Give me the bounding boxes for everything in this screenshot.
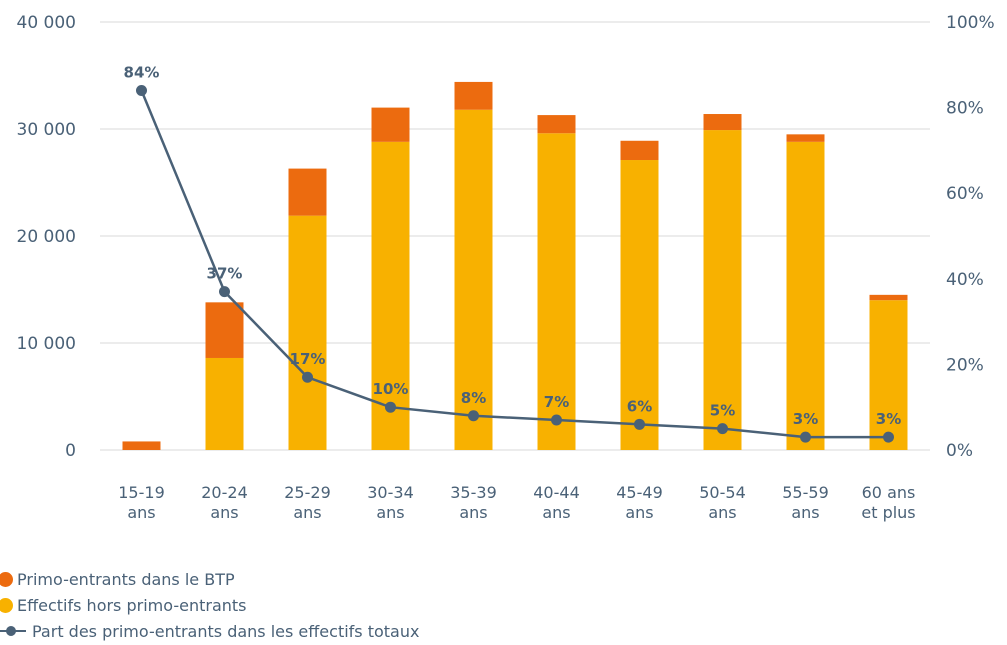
bar-segment [205,357,244,450]
legend-label: Part des primo-entrants dans les effecti… [32,621,420,641]
bar-segment [371,141,410,450]
legend-item-part: Part des primo-entrants dans les effecti… [0,618,419,644]
bar-segment [454,109,493,451]
bar-segment [703,114,742,131]
x-axis: 15-19 ans 20-24 ans 25-29 ans 30-34 ans 35-39 ans… [118,483,915,522]
legend-label: Effectifs hors primo-entrants [17,595,247,615]
x-tick-label: 55-59 ans [782,483,829,522]
bar-segment [869,294,908,301]
y-tick-right: 100% [946,13,995,33]
y-axis-right: 0% 20% 40% 60% 80% 100% [946,13,995,461]
y-tick-right: 0% [946,441,973,461]
line-point [468,410,479,422]
data-label: 10% [373,380,409,398]
bar-segment [288,215,327,450]
x-tick-label: 30-34 ans [367,483,414,522]
data-label: 8% [461,389,486,407]
bar-segment [620,160,659,450]
legend-item-effectifs: Effectifs hors primo-entrants [0,592,419,618]
legend-label: Primo-entrants dans le BTP [17,569,235,589]
x-tick-label: 40-44 ans [533,483,580,522]
x-tick-label: 60 ans et plus [861,483,915,522]
y-tick-left: 10 000 [17,334,76,354]
x-tick-label: 15-19 ans [118,483,165,522]
data-label: 7% [544,393,569,411]
legend-swatch-primo-entrants [0,571,13,587]
bars [122,81,908,451]
line-point [551,414,562,426]
x-tick-label: 20-24 ans [201,483,248,522]
data-label: 17% [290,350,326,368]
line-point [634,418,645,430]
legend-swatch-part [0,623,26,639]
bar-segment [786,134,825,142]
legend-swatch-effectifs [0,597,13,613]
data-label: 6% [627,397,652,415]
bar-segment [537,115,576,134]
legend-item-primo-entrants: Primo-entrants dans le BTP [0,566,419,592]
line-point [800,431,811,443]
bar-segment [537,133,576,450]
y-tick-right: 20% [946,355,984,375]
data-label: 37% [207,265,243,283]
data-label: 84% [124,63,160,81]
y-tick-left: 0 [65,441,76,461]
x-tick-label: 25-29 ans [284,483,331,522]
y-tick-right: 40% [946,270,984,290]
bar-segment [288,168,327,216]
line-point [136,84,147,96]
y-tick-left: 30 000 [17,120,76,140]
bar-segment [371,107,410,142]
y-tick-left: 20 000 [17,227,76,247]
share-line: 84% 37% 17% 10% 8% 7% 6% 5% 3% 3% [124,63,901,443]
x-tick-label: 35-39 ans [450,483,497,522]
y-axis-left: 0 10 000 20 000 30 000 40 000 [17,13,76,461]
y-tick-right: 60% [946,184,984,204]
bar-segment [620,140,659,161]
bar-segment [786,141,825,450]
bar-segment [454,81,493,110]
x-tick-label: 45-49 ans [616,483,663,522]
line-point [219,286,230,298]
y-tick-right: 80% [946,99,984,119]
line-point [717,423,728,435]
combo-chart: 0 10 000 20 000 30 000 40 000 0% 20% 40% 60% 80%… [17,13,995,522]
x-tick-label: 50-54 ans [699,483,746,522]
line-point [883,431,894,443]
line-point [385,401,396,413]
legend: Primo-entrants dans le BTP Effectifs hor… [0,566,419,644]
bar-segment [703,130,742,450]
data-label: 3% [793,410,818,428]
line-point [302,371,313,383]
bar-segment [122,441,161,450]
share-line-path [140,90,889,439]
y-tick-left: 40 000 [17,13,76,33]
bar-segment [205,302,244,358]
data-label: 5% [710,402,735,420]
data-label: 3% [876,410,901,428]
bar-segment [869,300,908,450]
